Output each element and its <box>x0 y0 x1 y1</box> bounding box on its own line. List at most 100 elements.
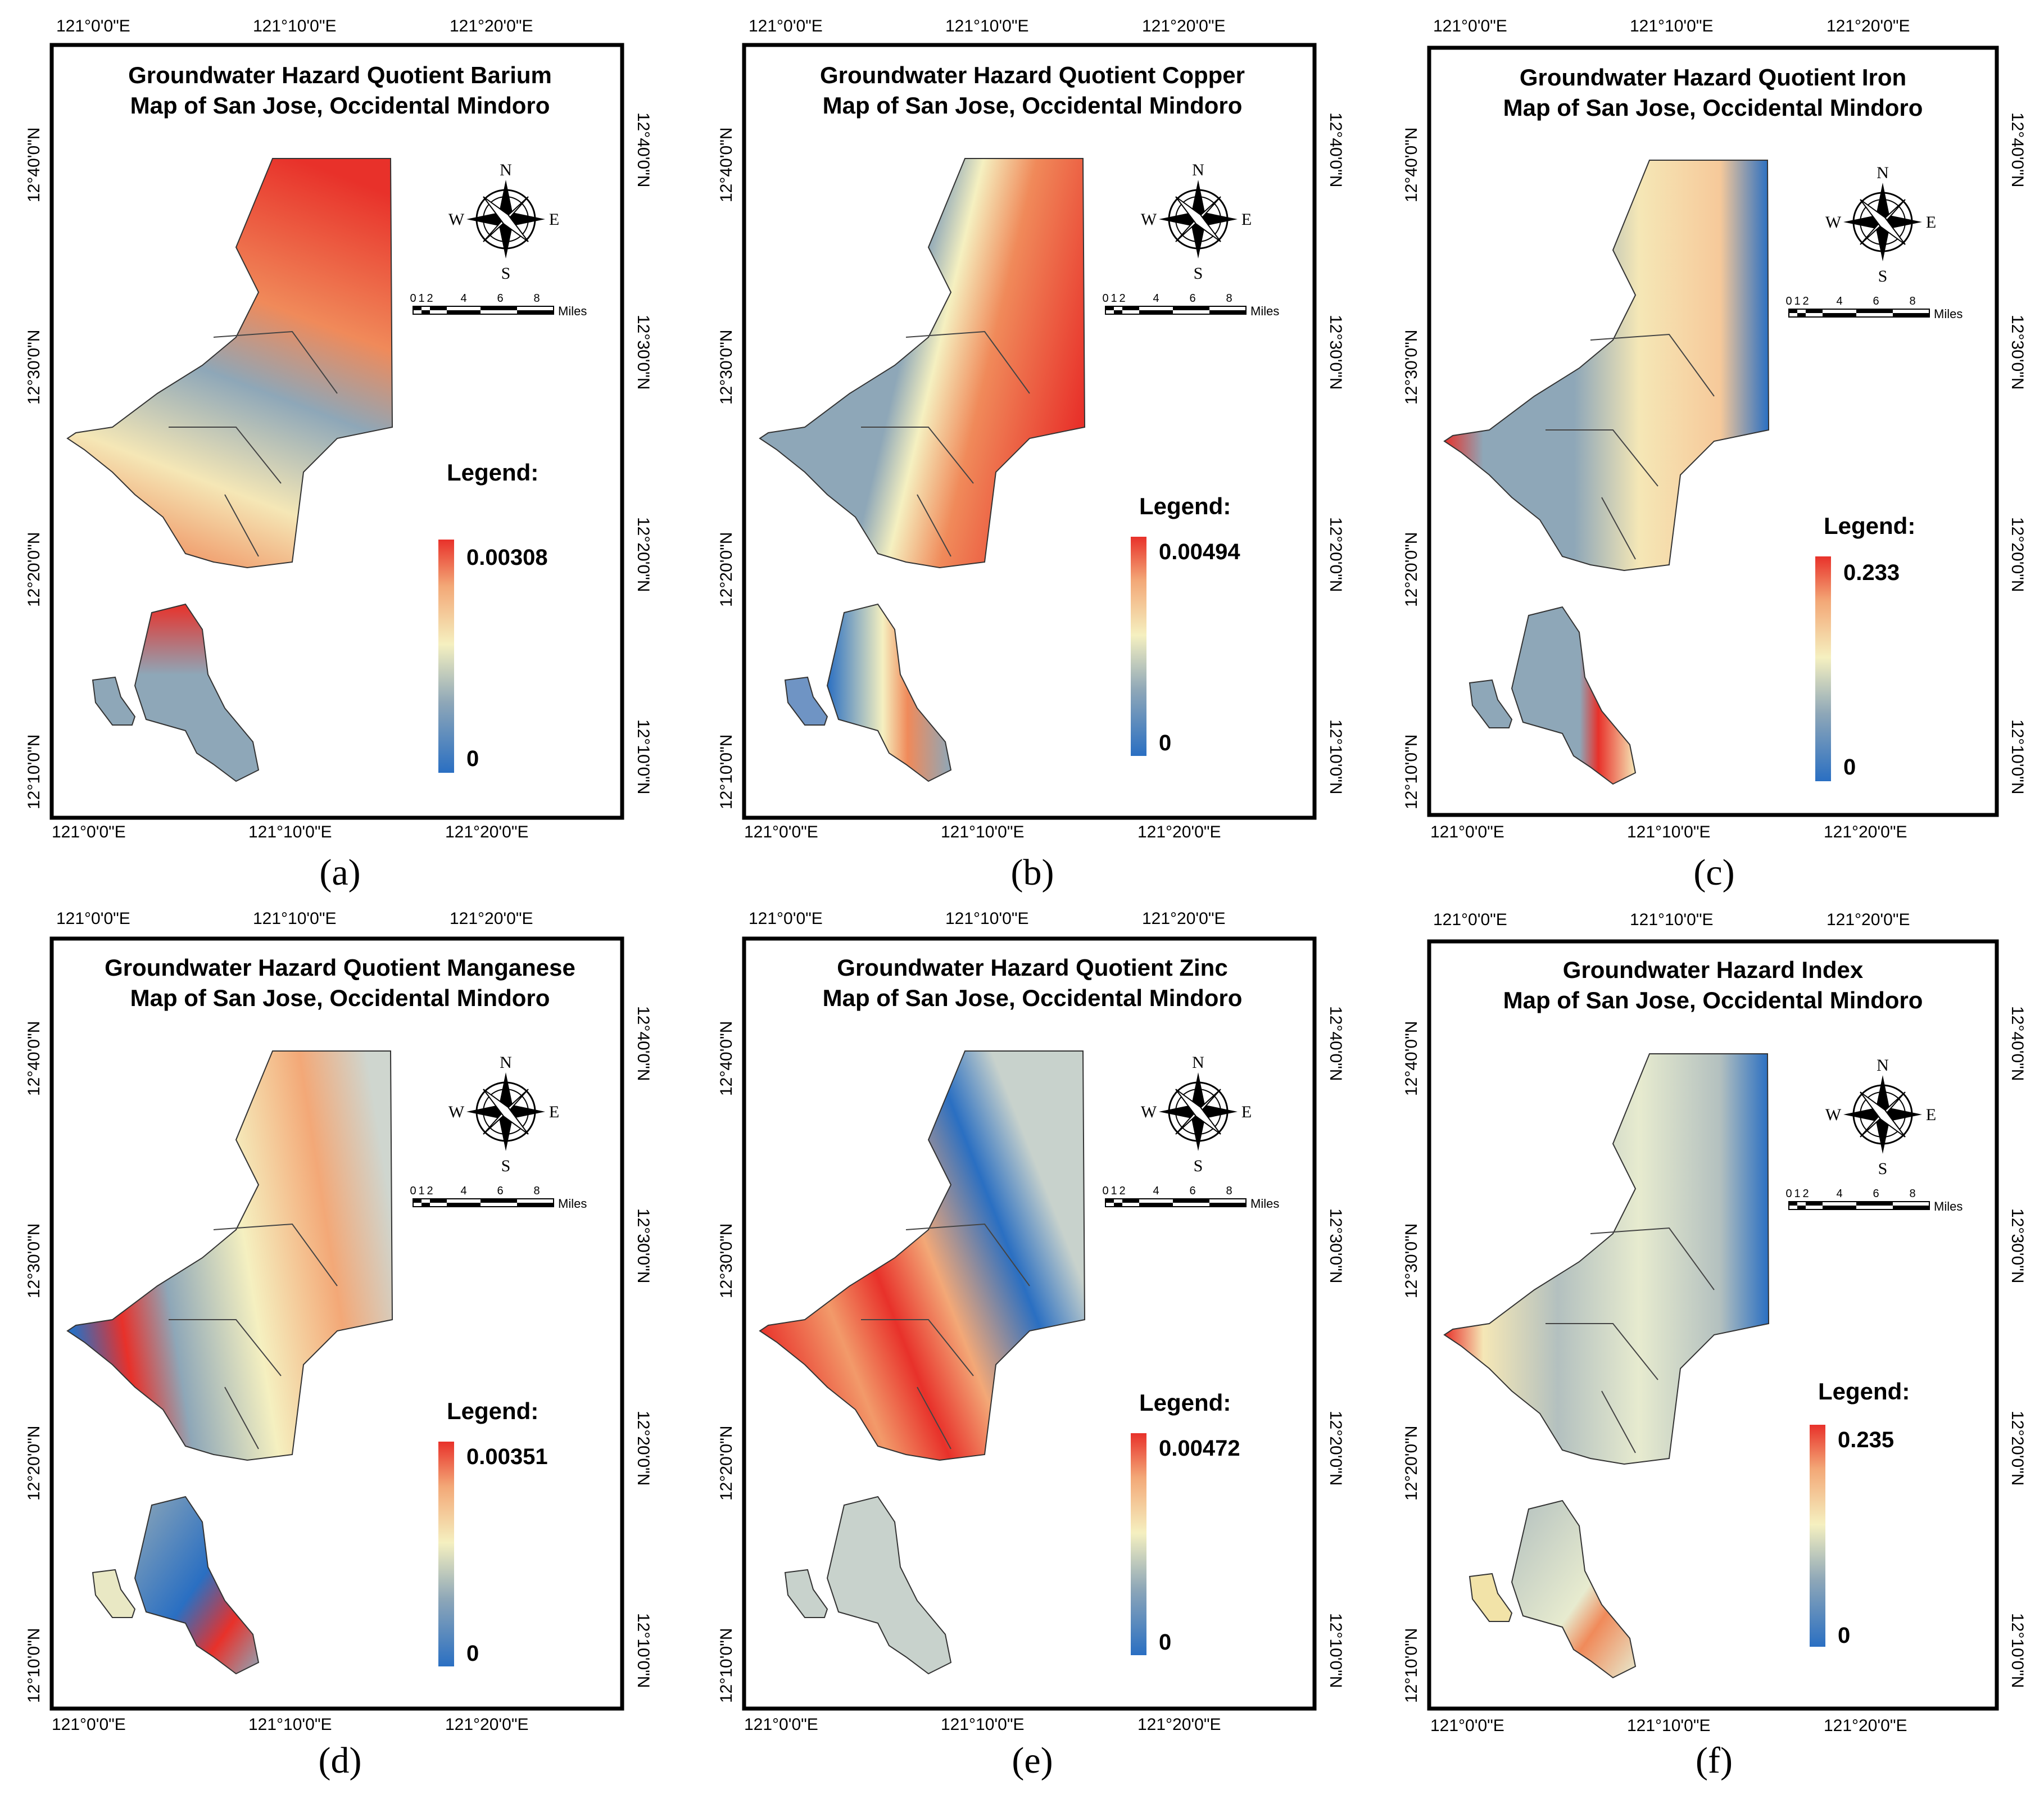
compass-w: W <box>1141 210 1157 229</box>
tick-bottom-2: 121°20'0"E <box>1137 1715 1221 1734</box>
legend-colorbar <box>1815 556 1831 781</box>
main-landmass <box>1443 1053 1770 1465</box>
map-figure: 121°0'0"E 121°10'0"E 121°20'0"E 121°0'0"… <box>717 17 1345 841</box>
scale-tick-4: 6 <box>497 1185 503 1197</box>
compass-s: S <box>501 264 511 283</box>
legend-colorbar <box>1131 537 1146 756</box>
scale-tick-4: 6 <box>1189 1185 1195 1197</box>
scale-tick-0: 0 <box>410 292 416 305</box>
tick-right-2: 12°20'0"N <box>1326 517 1345 592</box>
scale-bar: 0 1 2 4 6 8 Miles <box>1785 295 1963 321</box>
main-landmass <box>759 1050 1086 1461</box>
scale-bar: 0 1 2 4 6 8 Miles <box>410 1185 587 1211</box>
scale-tick-5: 8 <box>533 292 540 305</box>
tick-top-2: 121°20'0"E <box>1827 910 1910 929</box>
map-title-line2: Map of San Jose, Occidental Mindoro <box>823 985 1243 1011</box>
scale-tick-1: 1 <box>418 292 424 305</box>
scale-tick-2: 2 <box>427 1185 433 1197</box>
tick-left-3: 12°10'0"N <box>1402 1628 1421 1703</box>
tick-left-3: 12°10'0"N <box>25 1628 43 1703</box>
tick-bottom-1: 121°10'0"E <box>248 823 332 841</box>
scale-bar: 0 1 2 4 6 8 Miles <box>1102 292 1279 318</box>
tick-left-3: 12°10'0"N <box>717 735 736 809</box>
tick-right-3: 12°10'0"N <box>2008 1613 2027 1688</box>
scale-tick-1: 1 <box>1794 1188 1800 1200</box>
scale-unit: Miles <box>558 1197 587 1211</box>
tick-bottom-2: 121°20'0"E <box>1137 823 1221 841</box>
legend-min: 0 <box>466 1641 479 1666</box>
islet <box>784 1569 828 1618</box>
scale-tick-5: 8 <box>1226 1185 1232 1197</box>
tick-bottom-0: 121°0'0"E <box>52 1715 126 1734</box>
scale-tick-5: 8 <box>1909 295 1915 307</box>
scale-tick-0: 0 <box>1785 1188 1792 1200</box>
tick-bottom-1: 121°10'0"E <box>1627 823 1711 841</box>
tick-bottom-1: 121°10'0"E <box>941 823 1025 841</box>
tick-bottom-0: 121°0'0"E <box>744 1715 818 1734</box>
panel-caption: (b) <box>1010 852 1054 893</box>
legend-max: 0.00308 <box>466 545 548 570</box>
compass-n: N <box>500 161 512 179</box>
legend-colorbar <box>1810 1425 1825 1647</box>
scale-tick-0: 0 <box>1102 292 1108 305</box>
tick-top-2: 121°20'0"E <box>450 17 533 35</box>
compass-e: E <box>1926 1106 1936 1124</box>
compass-e: E <box>1241 210 1252 229</box>
barangay-lines <box>861 330 1030 557</box>
scale-unit: Miles <box>1250 304 1279 318</box>
tick-top-0: 121°0'0"E <box>1433 910 1507 929</box>
tick-bottom-2: 121°20'0"E <box>1824 823 1907 841</box>
main-landmass <box>1443 160 1770 572</box>
compass-rose: N S E W <box>1825 1056 1936 1178</box>
map-panel-e: 121°0'0"E 121°10'0"E 121°20'0"E 121°0'0"… <box>692 894 1372 1803</box>
scale-unit: Miles <box>558 304 587 318</box>
compass-e: E <box>549 1103 559 1121</box>
barangay-lines <box>169 1223 338 1449</box>
main-landmass <box>66 1050 393 1461</box>
tick-right-0: 12°40'0"N <box>634 112 652 187</box>
map-title-line1: Groundwater Hazard Quotient Barium <box>128 62 552 88</box>
barangay-lines <box>1546 333 1715 560</box>
compass-rose: N S E W <box>1825 164 1936 286</box>
tick-bottom-2: 121°20'0"E <box>445 823 529 841</box>
map-title-line1: Groundwater Hazard Quotient Manganese <box>105 954 575 981</box>
panel-caption: (e) <box>1012 1740 1053 1781</box>
scale-bar: 0 1 2 4 6 8 Miles <box>1785 1188 1963 1213</box>
compass-s: S <box>1878 267 1888 286</box>
compass-e: E <box>1241 1103 1252 1121</box>
tick-right-1: 12°30'0"N <box>1326 315 1345 389</box>
islet <box>1469 1573 1513 1622</box>
barangay-lines <box>1546 1227 1715 1453</box>
southern-island <box>1511 606 1637 785</box>
map-title-line1: Groundwater Hazard Quotient Iron <box>1520 64 1906 90</box>
map-title-line2: Map of San Jose, Occidental Mindoro <box>130 92 550 119</box>
legend-min: 0 <box>1843 755 1856 780</box>
scale-tick-1: 1 <box>418 1185 424 1197</box>
tick-right-1: 12°30'0"N <box>634 1208 652 1283</box>
legend-min: 0 <box>1838 1623 1850 1648</box>
tick-bottom-0: 121°0'0"E <box>1430 1716 1504 1735</box>
tick-top-0: 121°0'0"E <box>56 909 130 928</box>
compass-s: S <box>501 1157 511 1175</box>
scale-tick-3: 4 <box>1836 295 1842 307</box>
islet <box>784 676 828 726</box>
tick-top-1: 121°10'0"E <box>253 909 337 928</box>
scale-tick-0: 0 <box>410 1185 416 1197</box>
tick-left-2: 12°20'0"N <box>25 1426 43 1501</box>
tick-left-1: 12°30'0"N <box>717 330 736 405</box>
legend-max: 0.233 <box>1843 560 1900 585</box>
tick-bottom-1: 121°10'0"E <box>248 1715 332 1734</box>
tick-top-2: 121°20'0"E <box>1142 909 1226 928</box>
compass-rose: N S E W <box>1141 161 1252 283</box>
tick-left-1: 12°30'0"N <box>25 1224 43 1298</box>
tick-bottom-2: 121°20'0"E <box>1824 1716 1907 1735</box>
scale-tick-5: 8 <box>1226 292 1232 305</box>
scale-tick-2: 2 <box>1802 295 1809 307</box>
islet <box>92 1569 136 1618</box>
map-title-line2: Map of San Jose, Occidental Mindoro <box>823 92 1243 119</box>
map-figure: 121°0'0"E 121°10'0"E 121°20'0"E 121°0'0"… <box>1402 910 2027 1735</box>
scale-tick-3: 4 <box>1153 292 1159 305</box>
tick-top-0: 121°0'0"E <box>1433 17 1507 35</box>
compass-rose: N S E W <box>448 1053 559 1175</box>
scale-tick-4: 6 <box>1873 1188 1879 1200</box>
